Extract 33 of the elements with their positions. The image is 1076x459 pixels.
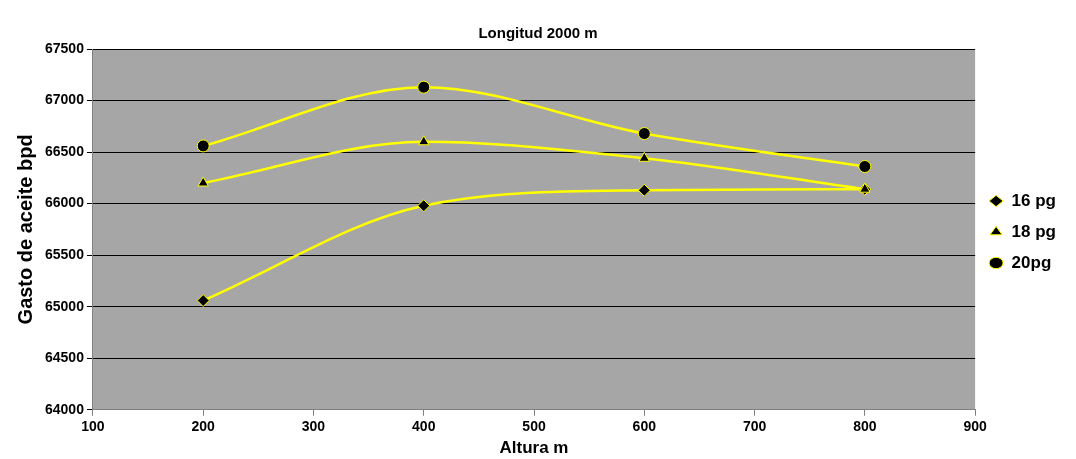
x-tick-label: 500 — [522, 418, 546, 435]
point — [637, 183, 651, 197]
y-tick-label: 67500 — [44, 39, 85, 56]
chart-title: Longitud 2000 m — [478, 24, 598, 42]
y-tick-label: 66500 — [44, 142, 85, 159]
legend-label: 20pg — [1011, 252, 1052, 272]
x-axis-title: Altura m — [499, 438, 569, 458]
point — [417, 80, 431, 94]
point — [418, 135, 430, 146]
x-tick-label: 400 — [412, 418, 436, 435]
x-tick-label: 700 — [742, 418, 767, 435]
x-tick-label: 600 — [632, 418, 657, 435]
legend-label: 16 pg — [1011, 190, 1057, 210]
x-tick-label: 900 — [963, 418, 987, 435]
y-tick-label: 66000 — [44, 194, 85, 211]
point — [196, 139, 210, 153]
point — [196, 294, 210, 308]
point — [637, 127, 651, 141]
x-tick-label: 100 — [81, 418, 105, 435]
y-tick-label: 67000 — [44, 91, 85, 108]
x-tick-label: 800 — [853, 418, 877, 435]
x-tick-label: 300 — [301, 418, 326, 435]
y-tick-label: 64500 — [44, 349, 85, 366]
y-axis-title: Gasto de aceite bpd — [13, 134, 36, 325]
y-tick-label: 64000 — [44, 400, 85, 417]
point — [638, 151, 650, 162]
point — [858, 160, 872, 174]
x-tick-label: 200 — [191, 418, 216, 435]
point — [197, 176, 209, 187]
y-tick-label: 65000 — [44, 297, 85, 314]
y-tick-label: 65500 — [44, 246, 85, 263]
point — [417, 199, 431, 213]
legend-label: 18 pg — [1011, 221, 1057, 241]
